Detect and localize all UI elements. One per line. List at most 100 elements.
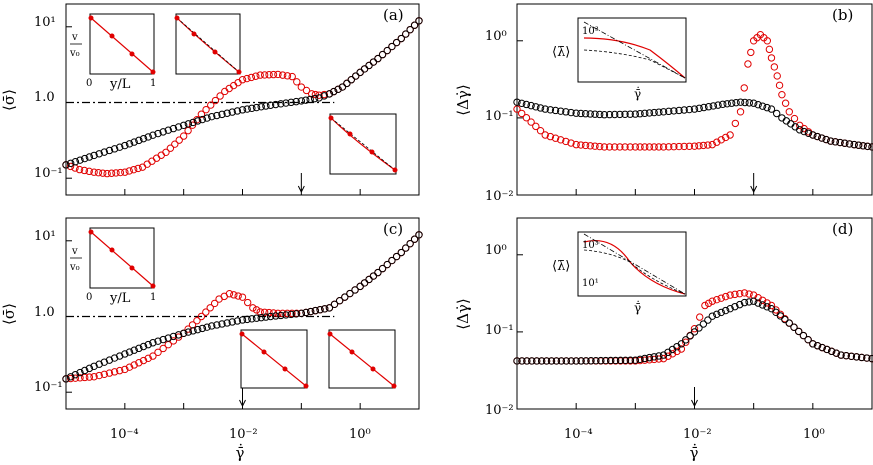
panel-b-series-1-point (659, 108, 668, 116)
panel-b-series-0-point (556, 136, 565, 144)
panel-b-series-1-point (626, 110, 634, 118)
panel-b-series-0-point (680, 142, 688, 151)
panel-d-series-1-point (754, 299, 762, 307)
panel-c-xtick-m2: 10⁻² (229, 427, 258, 442)
panel-d-series-1-point (868, 354, 873, 363)
panel-b-plot (513, 30, 873, 196)
panel-b-series-1-point (680, 106, 688, 114)
panel-c-series-1-point (184, 328, 193, 336)
panel-b-series-0-point (685, 142, 694, 150)
panel-c-series-1-point (90, 362, 98, 370)
panel-a-series-1-point (66, 159, 75, 167)
panel-b-series-0-point (781, 99, 790, 107)
panel-c-series-1-point (135, 344, 143, 353)
panel-a-label: (a) (383, 6, 404, 24)
panel-b-series-0-point (770, 63, 779, 71)
panel-d-series-1-point (804, 335, 812, 344)
panel-a-series-1-point (347, 76, 356, 84)
inset-d-tick-1: 10¹ (582, 278, 599, 289)
panel-d-series-1-point (621, 356, 630, 364)
panel-d-ytick-001: 10⁻² (485, 403, 514, 418)
panel-b-series-1-point (709, 102, 718, 110)
panel-c-series-0-point (149, 352, 157, 360)
panel-c-series-1-point (321, 305, 329, 313)
panel-c-series-1-point (383, 260, 391, 269)
panel-d-series-1-point (528, 357, 536, 365)
inset-c-one-label: 1 (150, 292, 156, 303)
panel-b-series-0-point (641, 143, 649, 151)
panel-b-series-1-point (522, 100, 531, 109)
panel-a-inset-profile-1: v v₀ 0 1 y/L (69, 13, 156, 92)
panel-d-series-1-point (795, 327, 803, 336)
panel-c-series-1-point (262, 313, 270, 321)
panel-a-series-0-point (297, 83, 306, 91)
panel-b-series-1-point (787, 120, 795, 128)
panel-b-series-1-point (690, 105, 699, 113)
panel-b-series-1-point (863, 142, 872, 151)
panel-c-series-1-point (365, 275, 373, 284)
panel-a-series-1-point (85, 153, 94, 161)
panel-a-series-0-point (207, 101, 215, 109)
panel-d-series-1-point (704, 316, 712, 324)
panel-b-series-1-point (704, 103, 713, 111)
panel-c-series-1-point (369, 272, 378, 280)
panel-c-series-0-point (159, 344, 167, 353)
panel-c-series-1-point (341, 293, 349, 301)
panel-a-ylabel: ⟨σ̄⟩ (0, 89, 18, 111)
panel-b-series-1-point (800, 127, 808, 136)
panel-b-ylabel: ⟨Δγ̇⟩ (454, 84, 472, 116)
panel-d-series-0-point (726, 291, 734, 299)
panel-d-series-0-point (668, 350, 677, 358)
panel-d-series-1-point (562, 357, 571, 365)
panel-d-series-1-point (790, 323, 798, 331)
panel-d-series-1-point (776, 312, 785, 320)
panel-c-series-1-point (292, 310, 300, 318)
panel-b-series-0-point (541, 131, 549, 139)
panel-d-series-1-point (857, 353, 866, 362)
panel-b-series-0-point (605, 143, 614, 151)
panel-a-series-0-point (112, 169, 120, 177)
panel-b-series-0-point (581, 141, 590, 150)
panel-a-series-1-point (383, 46, 391, 55)
panel-b-series-0-point (631, 143, 640, 151)
panel-c-series-0-point (154, 348, 162, 356)
panel-b-series-1-point (745, 99, 753, 107)
panel-b-series-1-point (868, 143, 873, 151)
panel-c-series-0-point (135, 359, 143, 367)
panel-c-series-1-point (402, 244, 410, 252)
panel-a-series-1-point (397, 34, 405, 43)
inset-c-yL-label: y/L (109, 291, 131, 306)
panel-b-series-1-point (741, 98, 749, 107)
panel-c-series-0-point (95, 371, 103, 380)
panel-b-series-1-point (591, 110, 599, 118)
panel-b-series-1-point (859, 142, 867, 150)
panel-c-series-0-point (116, 366, 124, 375)
panel-c-series-1-point (374, 268, 382, 277)
panel-d-series-0-point (704, 299, 713, 308)
panel-d-series-0-point (745, 290, 753, 298)
inset-b-tick-3: 10³ (582, 26, 599, 37)
panel-b-series-0-point (655, 143, 663, 151)
inset-c-zero-label: 0 (86, 292, 92, 303)
panel-b-series-0-point (659, 143, 668, 151)
panel-d-series-0-point (731, 290, 739, 299)
panel-a-series-1-point (238, 106, 247, 114)
panel-b-series-1-point (650, 108, 658, 117)
panel-b-series-0-point (522, 114, 531, 122)
panel-a-series-1-point (198, 115, 207, 124)
panel-a-series-1-point (62, 161, 70, 169)
panel-b-series-1-point (778, 114, 786, 122)
panel-c-series-0-point (202, 308, 210, 316)
panel-a-series-1-point (315, 94, 323, 102)
panel-a-series-1-point (76, 156, 84, 164)
panel-b-series-0-point (708, 140, 717, 149)
panel-a-series-1-point (388, 42, 396, 51)
panel-c-series-0-point (238, 293, 247, 301)
panel-b-series-1-point (600, 111, 609, 119)
panel-d-series-1-point (597, 356, 605, 365)
panel-d-series-1-point (557, 357, 566, 365)
panel-b-series-0-point (551, 134, 560, 142)
panel-d-series-1-point (726, 304, 734, 313)
panel-a-series-1-point (154, 129, 162, 138)
panel-d-series-1-point (699, 320, 708, 328)
